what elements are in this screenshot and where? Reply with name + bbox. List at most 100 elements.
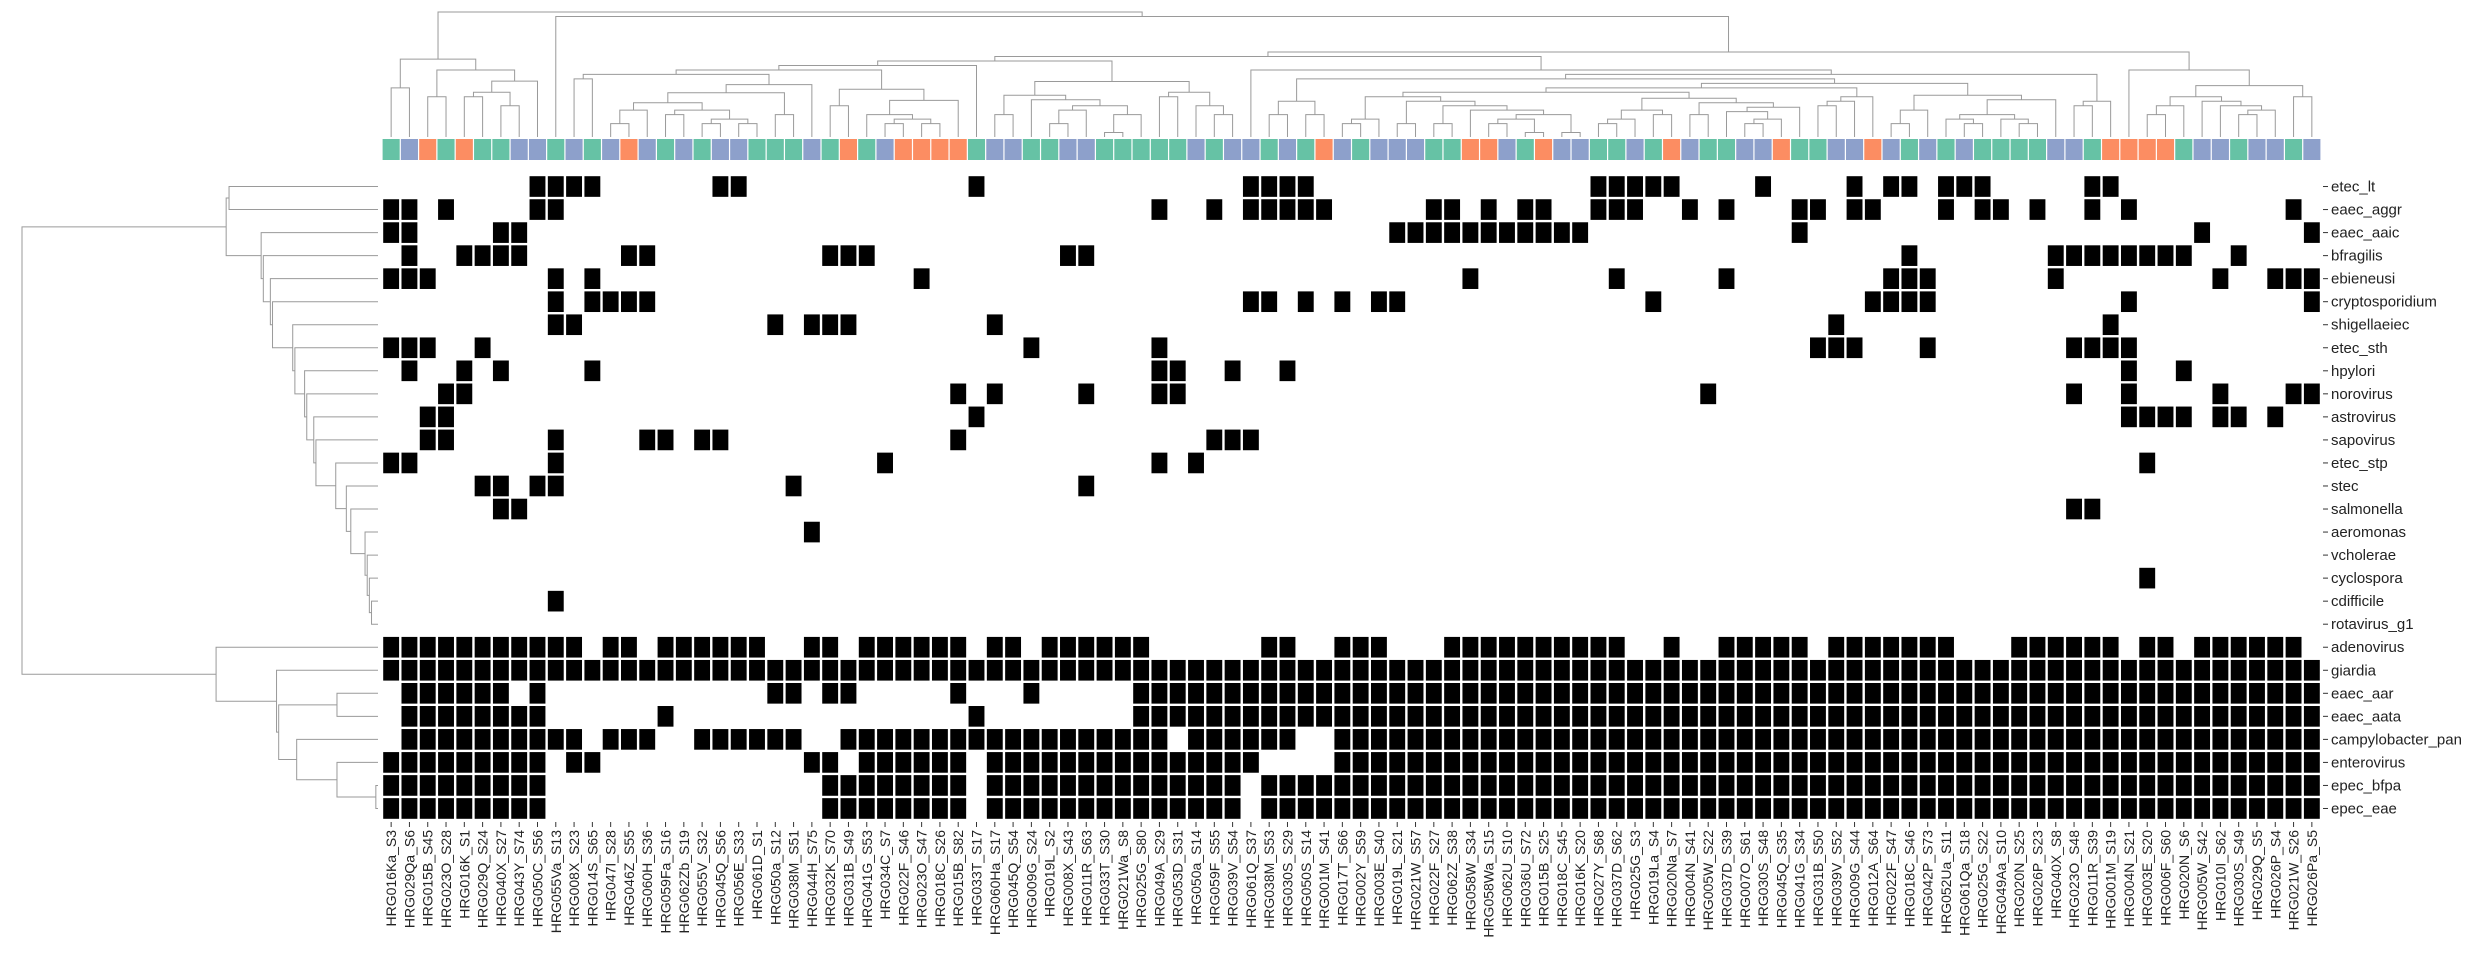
heatmap-cell xyxy=(913,729,930,750)
heatmap-cell xyxy=(1864,199,1881,220)
column-label: HRG040X_S8 xyxy=(2048,830,2064,919)
column-label: HRG062U_S10 xyxy=(1499,830,1515,927)
column-dendrogram-link xyxy=(633,102,703,111)
column-group-swatch xyxy=(1059,139,1077,160)
heatmap-cell xyxy=(1681,682,1698,704)
heatmap-cell xyxy=(2303,729,2320,750)
heatmap-cell xyxy=(877,775,893,796)
column-group-swatch xyxy=(748,139,766,160)
column-label: HRG050a_S14 xyxy=(1188,830,1204,925)
heatmap-cell xyxy=(1974,659,1991,681)
heatmap-cell xyxy=(1590,176,1607,197)
heatmap-cell xyxy=(401,199,418,220)
heatmap-cell xyxy=(1736,659,1753,681)
heatmap-cell xyxy=(1261,682,1278,704)
heatmap-cell xyxy=(1206,729,1223,750)
column-dendrogram-link xyxy=(1268,114,1288,137)
column-dendrogram-link xyxy=(1277,100,1316,115)
column-group-swatch xyxy=(1406,139,1425,160)
heatmap-cell xyxy=(2066,729,2082,750)
heatmap-cell xyxy=(456,245,473,266)
column-dendrogram-link xyxy=(1049,123,1069,137)
column-group-swatch xyxy=(2102,139,2120,160)
column-label: HRG037D_S39 xyxy=(1719,830,1735,927)
heatmap-cell xyxy=(1901,706,1918,727)
heatmap-cell xyxy=(895,729,912,750)
heatmap-cell xyxy=(1041,752,1058,773)
heatmap-cell xyxy=(2066,383,2082,405)
heatmap-cell xyxy=(2102,798,2119,819)
heatmap-cell xyxy=(1736,729,1753,750)
heatmap-cell xyxy=(1480,775,1497,796)
heatmap-cell xyxy=(950,775,967,796)
heatmap-cell xyxy=(1425,682,1442,704)
heatmap-cell xyxy=(456,360,473,382)
column-dendrogram-link xyxy=(665,114,685,137)
heatmap-cell xyxy=(968,406,985,428)
column-label: HRG062Z_S38 xyxy=(1444,830,1460,926)
heatmap-cell xyxy=(2084,798,2101,819)
heatmap-cell xyxy=(803,521,820,543)
heatmap-cell xyxy=(1572,706,1589,727)
heatmap-cell xyxy=(639,429,656,451)
heatmap-cell xyxy=(1755,798,1772,819)
column-label: HRG019L_S21 xyxy=(1389,830,1405,925)
heatmap-cell xyxy=(1297,291,1314,313)
heatmap-cell xyxy=(1242,176,1259,197)
heatmap-cell xyxy=(1279,659,1296,681)
heatmap-cell xyxy=(1407,222,1424,243)
heatmap-cell xyxy=(547,590,564,612)
heatmap-cell xyxy=(1627,775,1643,796)
heatmap-cell xyxy=(1755,636,1772,658)
column-label: HRG026P_S23 xyxy=(2029,830,2045,927)
heatmap-cell xyxy=(2139,798,2156,819)
column-label: HRG029Q_S5 xyxy=(2249,830,2265,920)
heatmap-cell xyxy=(1791,636,1808,658)
heatmap-cell xyxy=(401,268,418,289)
heatmap-cell xyxy=(1828,752,1845,773)
heatmap-cell xyxy=(1261,775,1278,796)
heatmap-cell xyxy=(401,636,418,658)
heatmap-cell xyxy=(1261,291,1278,313)
heatmap-cell xyxy=(2267,752,2284,773)
column-group-swatch xyxy=(1443,139,1461,160)
column-group-color-strip xyxy=(382,139,2321,160)
heatmap-cell xyxy=(1956,706,1973,727)
heatmap-cell xyxy=(2267,729,2284,750)
heatmap-cell xyxy=(2029,775,2046,796)
column-dendrogram-link xyxy=(1296,78,1836,102)
column-dendrogram-link xyxy=(500,105,520,137)
heatmap-cell xyxy=(2047,268,2064,289)
row-label: ebieneusi xyxy=(2331,271,2395,288)
column-label: HRG050C_S56 xyxy=(529,830,545,927)
heatmap-cell xyxy=(1663,729,1680,750)
column-group-swatch xyxy=(2211,139,2229,160)
heatmap-cell xyxy=(1864,775,1881,796)
heatmap-cell xyxy=(2267,706,2284,727)
heatmap-cell xyxy=(1773,752,1790,773)
heatmap-cell xyxy=(2230,659,2247,681)
heatmap-cell xyxy=(401,360,418,382)
heatmap-cell xyxy=(1901,729,1918,750)
column-dendrogram-link xyxy=(1726,111,1769,137)
heatmap-cell xyxy=(1663,682,1680,704)
heatmap-cell xyxy=(2285,383,2302,405)
heatmap-cell xyxy=(822,798,839,819)
column-label: HRG059F_S55 xyxy=(1206,830,1222,926)
heatmap-cell xyxy=(2139,452,2156,474)
column-dendrogram-link xyxy=(2018,123,2038,137)
column-dendrogram-link xyxy=(1488,123,1508,137)
heatmap-cell xyxy=(1645,798,1662,819)
heatmap-cell xyxy=(2084,176,2101,197)
heatmap-cell xyxy=(1608,706,1625,727)
heatmap-cell xyxy=(1645,729,1662,750)
column-label: HRG033T_S30 xyxy=(1097,830,1113,926)
heatmap-cell xyxy=(2011,682,2028,704)
column-dendrogram-link xyxy=(893,118,932,124)
heatmap-cell xyxy=(2285,682,2302,704)
heatmap-cell xyxy=(419,406,436,428)
column-labels: HRG016Ka_S3 HRG029Qa_S6 HRG015B_S45 HRG023O… xyxy=(383,822,2320,938)
row-dendrogram-link xyxy=(276,669,378,733)
column-label: HRG020N_S6 xyxy=(2176,830,2192,920)
heatmap-cell xyxy=(1718,636,1735,658)
